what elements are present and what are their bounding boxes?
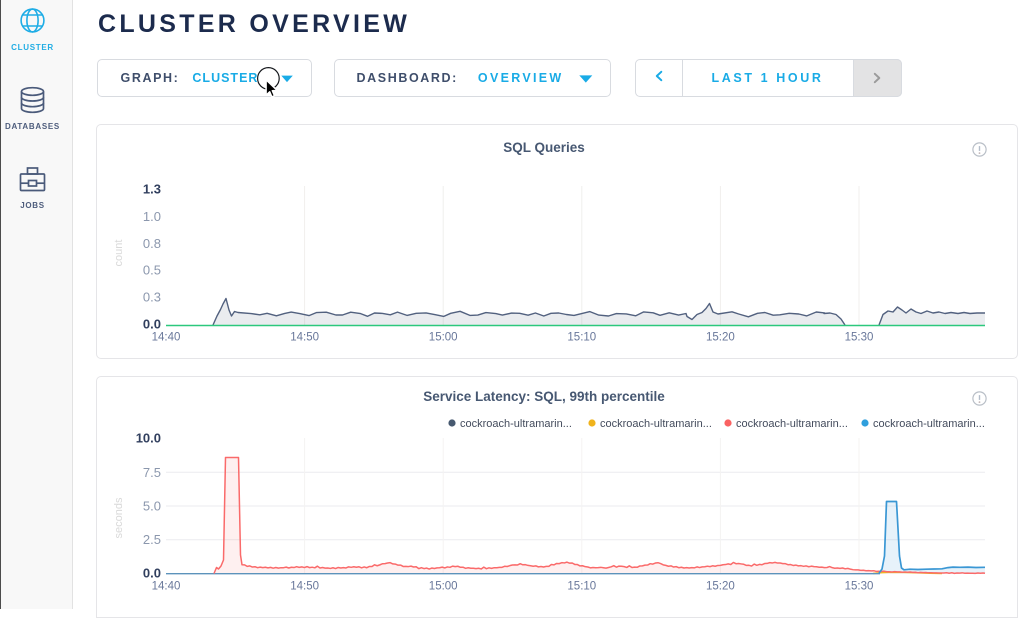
svg-text:14:40: 14:40: [152, 581, 181, 593]
svg-text:10.0: 10.0: [136, 431, 161, 446]
svg-text:0.0: 0.0: [143, 566, 161, 581]
svg-text:1.3: 1.3: [143, 182, 161, 197]
svg-text:14:40: 14:40: [152, 332, 181, 344]
svg-text:0.0: 0.0: [143, 317, 161, 332]
svg-text:15:00: 15:00: [429, 332, 458, 344]
svg-text:15:10: 15:10: [567, 332, 596, 344]
svg-text:14:50: 14:50: [290, 581, 319, 593]
svg-text:cockroach-ultramarin...: cockroach-ultramarin...: [736, 418, 848, 430]
svg-text:0.5: 0.5: [143, 263, 161, 278]
svg-text:cockroach-ultramarin...: cockroach-ultramarin...: [600, 418, 712, 430]
svg-text:1.0: 1.0: [143, 209, 161, 224]
svg-text:15:30: 15:30: [845, 332, 874, 344]
svg-text:5.0: 5.0: [143, 499, 161, 514]
svg-text:0.8: 0.8: [143, 236, 161, 251]
svg-text:0.3: 0.3: [143, 290, 161, 305]
svg-text:14:50: 14:50: [290, 332, 319, 344]
svg-text:cockroach-ultramarin...: cockroach-ultramarin...: [460, 418, 572, 430]
svg-text:cockroach-ultramarin...: cockroach-ultramarin...: [873, 418, 985, 430]
svg-text:15:30: 15:30: [845, 581, 874, 593]
svg-text:15:20: 15:20: [706, 332, 735, 344]
svg-text:2.5: 2.5: [143, 532, 161, 547]
svg-text:count: count: [113, 240, 125, 267]
svg-text:15:20: 15:20: [706, 581, 735, 593]
svg-text:7.5: 7.5: [143, 465, 161, 480]
svg-text:15:10: 15:10: [567, 581, 596, 593]
svg-text:seconds: seconds: [113, 497, 125, 538]
svg-text:15:00: 15:00: [429, 581, 458, 593]
